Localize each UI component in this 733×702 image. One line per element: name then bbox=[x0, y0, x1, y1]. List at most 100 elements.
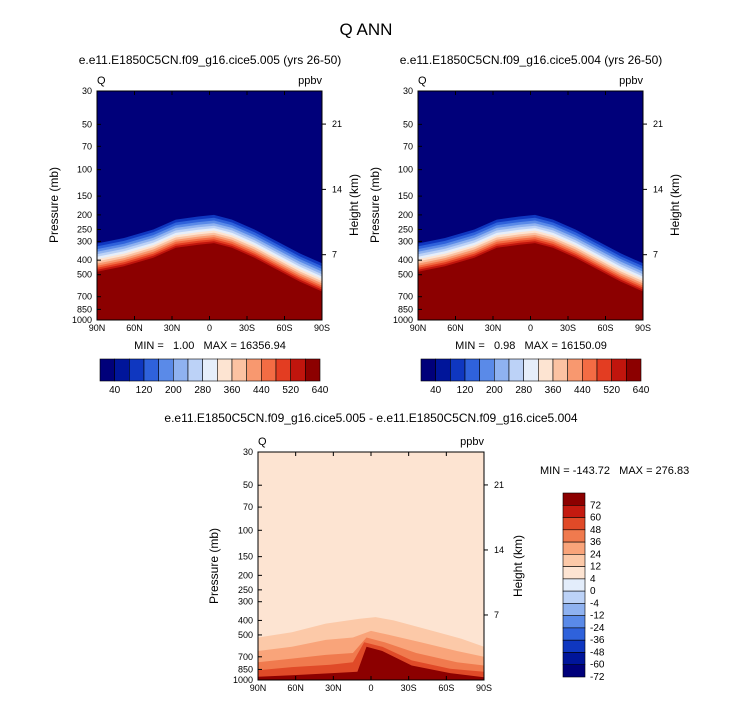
panel-a: e.e11.E1850C5CN.f09_g16.cice5.005 (yrs 2… bbox=[47, 53, 361, 396]
panel-b-variable-label: Q bbox=[418, 75, 427, 87]
x-tick-label: 60N bbox=[126, 323, 143, 333]
panel-a-stats: MIN = 1.00 MAX = 16356.94 bbox=[134, 340, 286, 352]
x-tick-label: 0 bbox=[528, 323, 533, 333]
panel-b-right-axis-label: Height (km) bbox=[668, 174, 682, 236]
contour-band bbox=[97, 248, 322, 320]
y-tick-label: 1000 bbox=[393, 315, 413, 325]
colorbar-label: 280 bbox=[515, 385, 532, 396]
panel-a-axes: 90N 60N 30N 0 30S 60S 90S 30 50 70 100 150 200 250 300… bbox=[72, 86, 342, 333]
panel-b: e.e11.E1850C5CN.f09_g16.cice5.004 (yrs 2… bbox=[368, 53, 682, 396]
y-tick-label: 50 bbox=[243, 480, 253, 490]
colorbar-label: 640 bbox=[633, 385, 650, 396]
colorbar-swatch bbox=[552, 358, 568, 382]
colorbar-label: -48 bbox=[590, 648, 605, 659]
x-tick-label: 0 bbox=[368, 683, 373, 693]
colorbar-swatch bbox=[304, 358, 321, 382]
y-tick-label: 100 bbox=[238, 525, 253, 535]
colorbar-label: -24 bbox=[590, 623, 605, 634]
colorbar-label: 200 bbox=[486, 385, 503, 396]
right-y-tick-label: 21 bbox=[653, 119, 663, 129]
y-tick-label: 700 bbox=[238, 652, 253, 662]
panel-c-plot-area bbox=[258, 452, 484, 680]
colorbar-swatch bbox=[596, 358, 612, 382]
y-tick-label: 850 bbox=[77, 304, 92, 314]
colorbar-label: 120 bbox=[457, 385, 474, 396]
colorbar-swatch bbox=[464, 358, 480, 382]
panel-a-colorbar: 40 120 200 280 360 440 520 640 bbox=[99, 358, 329, 396]
colorbar-label: 24 bbox=[590, 549, 602, 560]
colorbar-swatch bbox=[562, 639, 586, 653]
colorbar-label: 36 bbox=[590, 537, 602, 548]
colorbar-swatch bbox=[562, 603, 586, 617]
y-tick-label: 70 bbox=[243, 502, 253, 512]
colorbar-swatch bbox=[158, 358, 174, 382]
colorbar-swatch bbox=[508, 358, 524, 382]
colorbar-label: 360 bbox=[545, 385, 562, 396]
colorbar-label: -60 bbox=[590, 660, 605, 671]
panel-b-stats: MIN = 0.98 MAX = 16150.09 bbox=[455, 340, 607, 352]
x-tick-label: 90S bbox=[476, 683, 492, 693]
panel-b-plot-area bbox=[418, 91, 643, 320]
y-tick-label: 300 bbox=[398, 236, 413, 246]
colorbar-label: -36 bbox=[590, 635, 605, 646]
y-tick-label: 150 bbox=[398, 191, 413, 201]
colorbar-label: 12 bbox=[590, 562, 602, 573]
colorbar-swatch bbox=[129, 358, 145, 382]
colorbar-label: 0 bbox=[590, 586, 596, 597]
colorbar-swatch bbox=[562, 517, 586, 531]
y-tick-label: 250 bbox=[398, 224, 413, 234]
y-tick-label: 200 bbox=[238, 570, 253, 580]
y-tick-label: 1000 bbox=[233, 675, 253, 685]
colorbar-swatch bbox=[143, 358, 159, 382]
y-tick-label: 200 bbox=[398, 210, 413, 220]
colorbar-label: 440 bbox=[574, 385, 591, 396]
colorbar-label: -72 bbox=[590, 672, 605, 683]
right-y-tick-label: 21 bbox=[332, 119, 342, 129]
colorbar-label: 280 bbox=[194, 385, 211, 396]
x-tick-label: 60S bbox=[276, 323, 292, 333]
y-tick-label: 850 bbox=[398, 304, 413, 314]
figure-title: Q ANN bbox=[340, 20, 393, 39]
y-tick-label: 70 bbox=[82, 141, 92, 151]
y-tick-label: 500 bbox=[238, 630, 253, 640]
x-tick-label: 60N bbox=[447, 323, 464, 333]
colorbar-swatch bbox=[562, 627, 586, 641]
colorbar-swatch bbox=[562, 541, 586, 555]
colorbar-swatch bbox=[187, 358, 203, 382]
panel-c: e.e11.E1850C5CN.f09_g16.cice5.005 - e.e1… bbox=[164, 411, 689, 693]
right-y-tick-label: 7 bbox=[653, 250, 658, 260]
colorbar-swatch bbox=[493, 358, 510, 382]
x-tick-label: 90S bbox=[635, 323, 651, 333]
y-tick-label: 400 bbox=[398, 255, 413, 265]
colorbar-label: 40 bbox=[430, 385, 442, 396]
y-tick-label: 50 bbox=[403, 119, 413, 129]
x-tick-label: 60N bbox=[287, 683, 304, 693]
panel-c-title: e.e11.E1850C5CN.f09_g16.cice5.005 - e.e1… bbox=[164, 411, 578, 425]
panel-a-right-axis-label: Height (km) bbox=[347, 174, 361, 236]
colorbar-swatch bbox=[202, 358, 218, 382]
panel-b-y-axis-label: Pressure (mb) bbox=[368, 167, 382, 243]
colorbar-swatch bbox=[567, 358, 583, 382]
y-tick-label: 30 bbox=[403, 86, 413, 96]
panel-a-variable-label: Q bbox=[97, 75, 106, 87]
y-tick-label: 300 bbox=[238, 597, 253, 607]
x-tick-label: 90S bbox=[314, 323, 330, 333]
colorbar-swatch bbox=[562, 652, 586, 666]
panel-c-variable-label: Q bbox=[258, 436, 267, 448]
y-tick-label: 300 bbox=[77, 236, 92, 246]
panel-b-title: e.e11.E1850C5CN.f09_g16.cice5.004 (yrs 2… bbox=[400, 53, 663, 67]
colorbar-swatch bbox=[246, 358, 262, 382]
colorbar-swatch bbox=[625, 358, 642, 382]
y-tick-label: 30 bbox=[243, 447, 253, 457]
x-tick-label: 60S bbox=[597, 323, 613, 333]
panel-a-y-axis-label: Pressure (mb) bbox=[47, 167, 61, 243]
y-tick-label: 70 bbox=[403, 141, 413, 151]
right-y-tick-label: 7 bbox=[332, 250, 337, 260]
colorbar-swatch bbox=[275, 358, 291, 382]
colorbar-label: 120 bbox=[136, 385, 153, 396]
colorbar-swatch bbox=[173, 358, 189, 382]
colorbar-label: 40 bbox=[109, 385, 121, 396]
colorbar-swatch bbox=[562, 492, 586, 506]
y-tick-label: 400 bbox=[238, 615, 253, 625]
